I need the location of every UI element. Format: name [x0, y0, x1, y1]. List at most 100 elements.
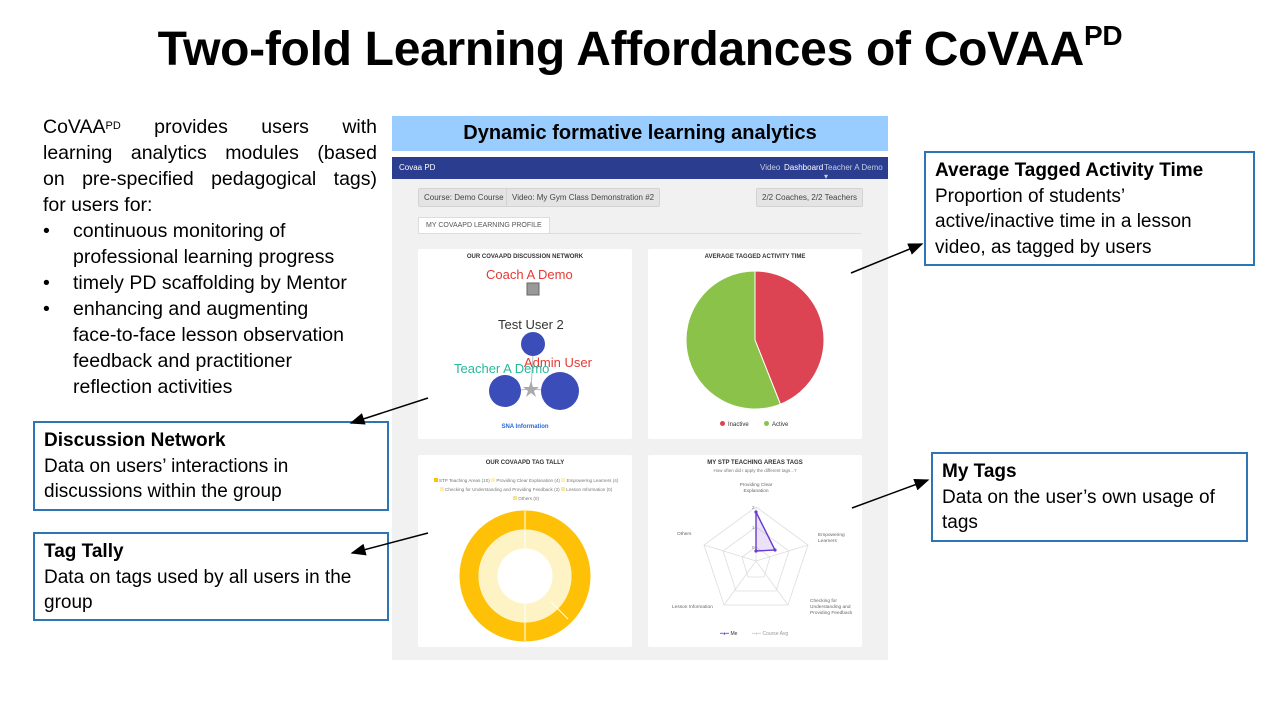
- video-chip[interactable]: Video: My Gym Class Demonstration #2: [506, 188, 661, 207]
- tally-separator: [550, 601, 569, 620]
- app-navbar: Covaa PD Video Dashboard Teacher A Demo …: [392, 157, 888, 181]
- radar-subtitle: How often did I apply the different tags…: [713, 468, 797, 473]
- tally-card-title: OUR COVAAPD TAG TALLY: [485, 460, 565, 466]
- callout-tally-text: Data on tags used by all users in the gr…: [44, 566, 352, 614]
- radar-card: MY STP TEACHING AREAS TAGS How often did…: [648, 455, 862, 647]
- bullet-line: continuous monitoring of: [73, 220, 286, 242]
- callout-discussion-network: Discussion Network Data on users’ intera…: [33, 421, 389, 511]
- nav-video-link[interactable]: Video: [760, 163, 781, 172]
- radar-tick-2: 2: [752, 505, 755, 510]
- bullet-line: professional learning progress: [73, 246, 335, 268]
- nav-dashboard-link[interactable]: Dashboard: [784, 163, 824, 172]
- coaches-chip[interactable]: 2/2 Coaches, 2/2 Teachers: [756, 188, 864, 207]
- legend-dot-inactive: [720, 421, 725, 426]
- analytics-banner: Dynamic formative learning analytics: [392, 116, 888, 151]
- pie-slice-inactive[interactable]: [754, 270, 825, 405]
- slide-title: Two-fold Learning Affordances of CoVAAPD: [0, 20, 1280, 77]
- intro-brand-sup: PD: [105, 120, 121, 132]
- callout-activity-title: Average Tagged Activity Time: [935, 160, 1204, 181]
- tab-divider: [418, 233, 861, 234]
- intro-line-1: CoVAAPD provides users with: [43, 114, 377, 140]
- callout-discussion-text: Data on users’ interactions in discussio…: [44, 455, 289, 503]
- network-card: OUR COVAAPD DISCUSSION NETWORK Coach A D…: [418, 249, 632, 439]
- callout-activity-time: Average Tagged Activity Time Proportion …: [924, 151, 1255, 266]
- slide-title-sup: PD: [1084, 20, 1123, 51]
- radar-tick-0: 0: [752, 545, 755, 550]
- radar-grid-outer: [703, 506, 809, 606]
- intro-brand: CoVAA: [43, 116, 106, 138]
- teacher-label: Teacher A Demo: [454, 361, 550, 376]
- teacher-node: [489, 375, 521, 407]
- legend-inactive-label: Inactive: [728, 422, 749, 428]
- bullet-line: feedback and practitioner: [73, 350, 292, 372]
- admin-label: Admin User: [524, 355, 592, 370]
- legend-active-label: Active: [772, 422, 789, 428]
- tally-legend-item: Providing Clear Explanation (4): [491, 478, 560, 483]
- callout-discussion-title: Discussion Network: [44, 430, 226, 451]
- tally-legend: STP Teaching Areas (10) Providing Clear …: [426, 476, 626, 503]
- radar-tick-1: 1: [752, 525, 755, 530]
- intro-line-3: on pre-specified pedagogical tags): [43, 168, 377, 190]
- legend-active: Active: [764, 421, 788, 428]
- radar-legend-me: ━●━ Me: [720, 631, 738, 637]
- legend-dot-active: [764, 421, 769, 426]
- intro-text: CoVAAPD provides users with learning ana…: [43, 114, 377, 400]
- radar-legend-course-avg: ━●━ Course Avg: [752, 631, 789, 637]
- bullet-line: reflection activities: [73, 376, 233, 398]
- test-user-node: [521, 332, 545, 356]
- intro-bullets: continuous monitoring of professional lea…: [43, 218, 377, 400]
- sna-info-link[interactable]: SNA Information: [501, 424, 549, 430]
- radar-axis: [755, 560, 789, 606]
- tally-legend-item: Others (0): [513, 496, 539, 501]
- legend-inactive: Inactive: [720, 421, 749, 428]
- tally-donut-chart: [459, 510, 591, 642]
- radar-axis: [723, 560, 757, 606]
- radar-axis-label-left: Others: [677, 532, 692, 537]
- app-brand[interactable]: Covaa PD: [399, 163, 436, 172]
- radar-axis-label-bottom-left: Lesson Information: [672, 605, 713, 610]
- callout-mytags-text: Data on the user’s own usage of tags: [942, 486, 1215, 534]
- radar-axis: [703, 544, 757, 562]
- intro-line1-rest: provides users with: [120, 116, 377, 138]
- activity-pie-chart: [685, 270, 825, 410]
- radar-chart: [703, 506, 809, 606]
- radar-grid-inner: [741, 546, 771, 578]
- radar-point: [754, 510, 758, 514]
- course-chip[interactable]: Course: Demo Course: [418, 188, 510, 207]
- star-node: [523, 381, 539, 397]
- radar-axis-label-bottom-right: Checking for Understanding and Providing F…: [810, 599, 853, 616]
- tab-learning-profile[interactable]: MY COVAAPD LEARNING PROFILE: [418, 217, 550, 233]
- coach-label: Coach A Demo: [486, 267, 573, 282]
- radar-axis-label-top: Providing Clear Explanation: [739, 483, 773, 494]
- bullet-item: enhancing and augmenting face-to-face les…: [43, 296, 377, 400]
- network-card-title: OUR COVAAPD DISCUSSION NETWORK: [466, 254, 584, 260]
- bullet-item: timely PD scaffolding by Mentor: [43, 270, 377, 296]
- callout-mytags-title: My Tags: [942, 461, 1017, 482]
- bullet-item: continuous monitoring of professional lea…: [43, 218, 377, 270]
- slide-title-text: Two-fold Learning Affordances of CoVAA: [157, 23, 1085, 76]
- bullet-line: enhancing and augmenting: [73, 298, 309, 320]
- radar-axis-label-right: Empowering Learners: [818, 533, 845, 544]
- tally-legend-item: Lesson Information (0): [560, 487, 612, 492]
- pie-slice-active[interactable]: [685, 270, 782, 410]
- radar-series-me: [755, 511, 777, 552]
- coach-node: [526, 282, 540, 296]
- tally-card: OUR COVAAPD TAG TALLY STP Teaching Areas…: [418, 455, 632, 647]
- radar-grid-mid: [722, 526, 790, 592]
- callout-activity-text: Proportion of students’ active/inactive …: [935, 185, 1192, 258]
- intro-line-4: for users for:: [43, 194, 153, 216]
- intro-line-2: learning analytics modules (based: [43, 142, 377, 164]
- tally-inner-ring: [478, 529, 572, 623]
- callout-my-tags: My Tags Data on the user’s own usage of …: [931, 452, 1248, 542]
- nav-user-menu[interactable]: Teacher A Demo ▾: [824, 163, 883, 181]
- admin-node: [541, 372, 579, 410]
- callout-tag-tally: Tag Tally Data on tags used by all users…: [33, 532, 389, 621]
- callout-tally-title: Tag Tally: [44, 541, 124, 562]
- radar-point: [773, 548, 777, 552]
- radar-card-title: MY STP TEACHING AREAS TAGS: [707, 460, 803, 466]
- bullet-line: face-to-face lesson observation: [73, 324, 344, 346]
- tally-legend-item: Empowering Learners (4): [561, 478, 618, 483]
- radar-axis: [755, 544, 809, 562]
- tally-legend-item: Checking for Understanding and Providing…: [439, 487, 560, 492]
- test-user-label: Test User 2: [498, 317, 564, 332]
